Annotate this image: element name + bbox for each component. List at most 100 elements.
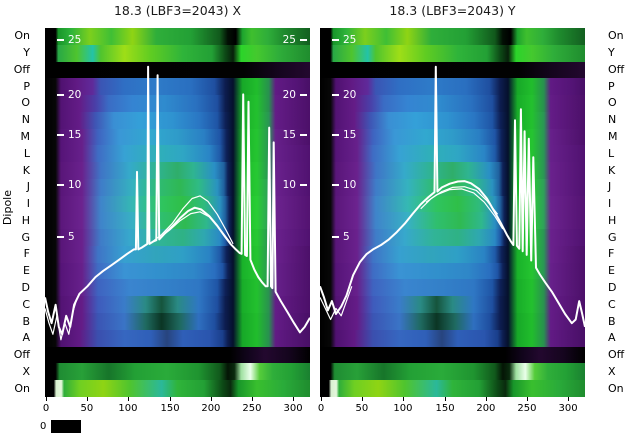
x-tick-mark bbox=[127, 397, 129, 401]
curve-x-0 bbox=[45, 65, 310, 336]
tick-mark-icon bbox=[57, 134, 64, 136]
row-label-j-9: J bbox=[26, 180, 30, 194]
heatmap-row-x-b bbox=[45, 313, 310, 330]
x-tick-label-50: 50 bbox=[80, 403, 94, 414]
tick-value: 25 bbox=[282, 34, 296, 47]
tick-value: 15 bbox=[343, 129, 357, 141]
xticks-panel-y: 0 50 100 150 200 250 300 bbox=[317, 397, 585, 417]
row-label-d-15: D bbox=[21, 280, 30, 294]
heatmap-row-y-k bbox=[320, 162, 585, 179]
x-tick-mark bbox=[86, 397, 88, 401]
heatmap-row-x-x bbox=[45, 363, 310, 381]
tick-value: 15 bbox=[68, 129, 82, 141]
inner-ytick-y-left-25: 25 bbox=[332, 33, 356, 47]
heatmap-row-x-e bbox=[45, 262, 310, 280]
mini-axis-label: 0 bbox=[40, 421, 47, 432]
tick-mark-icon bbox=[57, 235, 64, 238]
row-label-f-13: F bbox=[608, 247, 615, 261]
row-label-b-17: B bbox=[22, 314, 30, 328]
curves-overlay-y bbox=[320, 65, 585, 328]
heatmap-row-y-b bbox=[320, 313, 585, 330]
row-label-c-16: C bbox=[608, 297, 616, 311]
tick-value: 20 bbox=[343, 89, 357, 102]
x-tick-label-200: 200 bbox=[476, 403, 496, 414]
row-label-g-12: G bbox=[21, 230, 30, 244]
heatmap-row-x-y bbox=[45, 44, 310, 62]
tick-mark-icon bbox=[332, 184, 339, 187]
heatmap-row-x-on bbox=[45, 380, 310, 397]
mini-axis: 0 bbox=[40, 420, 82, 433]
x-tick-mark bbox=[485, 397, 487, 401]
inner-ytick-y-left-5: 5 bbox=[332, 230, 350, 244]
curves-overlay-x bbox=[45, 65, 310, 341]
row-labels-right: On Y Off P O N M L K J I H G F E D C B A Off X On bbox=[596, 28, 636, 397]
heatmap-row-y-on bbox=[320, 380, 585, 397]
row-label-y-1: Y bbox=[608, 46, 615, 60]
heatmap-row-x-c bbox=[45, 296, 310, 314]
row-label-k-8: K bbox=[22, 163, 30, 177]
curve-y-0 bbox=[320, 65, 585, 328]
row-label-on-0: On bbox=[14, 29, 30, 43]
heatmap-row-y-o bbox=[320, 95, 585, 112]
tick-value: 25 bbox=[343, 34, 357, 47]
x-tick-mark bbox=[293, 397, 295, 401]
x-tick-label-0: 0 bbox=[317, 403, 325, 414]
tick-value: 5 bbox=[343, 230, 350, 243]
x-tick-mark bbox=[321, 397, 323, 401]
row-label-f-13: F bbox=[23, 247, 30, 261]
x-tick-label-100: 100 bbox=[118, 403, 138, 414]
row-label-d-15: D bbox=[608, 280, 617, 294]
row-label-off-19: Off bbox=[13, 348, 30, 362]
row-label-m-6: M bbox=[20, 130, 31, 144]
tick-mark-icon bbox=[300, 94, 307, 97]
row-label-a-18: A bbox=[22, 331, 30, 345]
inner-ytick-x-left-25: 25 bbox=[57, 33, 81, 47]
tick-mark-icon bbox=[332, 94, 339, 97]
heatmap-row-y-x bbox=[320, 363, 585, 381]
row-label-c-16: C bbox=[22, 297, 30, 311]
row-label-l-7: L bbox=[608, 146, 615, 160]
heatmap-row-y-n bbox=[320, 111, 585, 129]
curve-x-2 bbox=[158, 211, 231, 244]
tick-value: 20 bbox=[68, 89, 82, 102]
tick-value: 20 bbox=[282, 89, 296, 102]
heatmap-row-x-g bbox=[45, 229, 310, 246]
x-tick-label-300: 300 bbox=[283, 403, 303, 414]
tick-mark-icon bbox=[332, 134, 339, 136]
row-label-m-6: M bbox=[608, 130, 618, 144]
curve-x-1 bbox=[150, 195, 234, 245]
x-tick-label-150: 150 bbox=[435, 403, 455, 414]
x-tick-mark bbox=[445, 397, 447, 401]
x-tick-mark bbox=[46, 397, 48, 401]
row-label-k-8: K bbox=[608, 163, 616, 177]
panel-y-title: 18.3 (LBF3=2043) Y bbox=[389, 3, 516, 18]
row-label-e-14: E bbox=[608, 264, 615, 278]
panel-x: 25 25 20 20 15 15 10 10 5 bbox=[45, 28, 310, 397]
tick-value: 10 bbox=[68, 179, 82, 192]
x-tick-mark bbox=[210, 397, 212, 401]
row-label-i-10: I bbox=[26, 197, 30, 211]
x-tick-label-50: 50 bbox=[355, 403, 369, 414]
row-label-h-11: H bbox=[608, 213, 617, 227]
inner-ytick-x-left-5: 5 bbox=[57, 230, 75, 244]
mini-axis-bar bbox=[51, 420, 82, 433]
curve-x-3 bbox=[45, 299, 78, 341]
heatmap-row-x-off bbox=[45, 61, 310, 79]
tick-value: 15 bbox=[282, 129, 296, 141]
heatmap-row-y-l bbox=[320, 145, 585, 163]
panel-y: 25 20 15 10 5 bbox=[320, 28, 585, 397]
tick-mark-icon bbox=[300, 134, 307, 136]
row-label-p-3: P bbox=[23, 79, 30, 93]
tick-value: 5 bbox=[68, 230, 75, 243]
inner-ytick-y-left-15: 15 bbox=[332, 128, 356, 142]
tick-mark-icon bbox=[332, 235, 339, 238]
heatmap-row-y-off bbox=[320, 346, 585, 364]
inner-ytick-x-right-20: 20 bbox=[283, 88, 307, 102]
row-label-o-4: O bbox=[608, 96, 617, 110]
heatmap-row-x-on bbox=[45, 28, 310, 45]
row-label-n-5: N bbox=[608, 113, 617, 127]
heatmap-row-y-m bbox=[320, 128, 585, 146]
heatmap-row-y-f bbox=[320, 245, 585, 263]
tick-mark-icon bbox=[57, 184, 64, 187]
x-tick-mark bbox=[568, 397, 570, 401]
